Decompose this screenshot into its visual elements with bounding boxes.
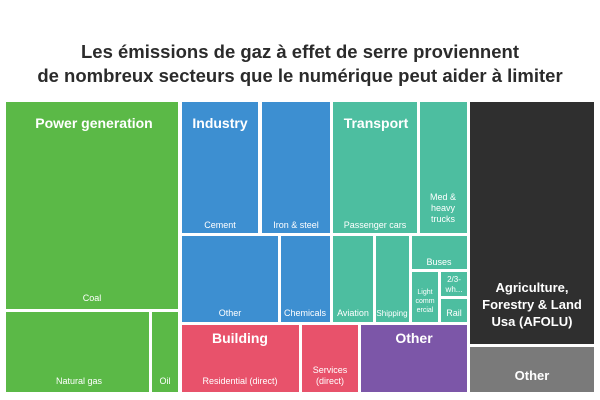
tile-residential-direct xyxy=(182,325,299,392)
tile-natural-gas xyxy=(6,312,149,392)
tile-label-aviation: Aviation xyxy=(337,308,369,318)
group-label-afolu: Agriculture, Forestry & Land Usa (AFOLU) xyxy=(482,280,582,329)
tile-rail xyxy=(441,299,467,322)
tile-label-iron-steel: Iron & steel xyxy=(273,220,319,230)
tile-label-shipping: Shipping xyxy=(376,309,407,318)
tile-label-med-heavy-trucks: Med & heavy trucks xyxy=(430,192,456,224)
tile-other-grey xyxy=(470,347,594,392)
tile-shipping xyxy=(376,236,409,322)
tile-other xyxy=(361,325,467,392)
tile-label-oil: Oil xyxy=(160,376,171,386)
tile-oil xyxy=(152,312,178,392)
group-label-industry: Industry xyxy=(192,115,247,131)
tile-afolu xyxy=(470,102,594,344)
tile-industry-other xyxy=(182,236,278,322)
tile-light-commercial xyxy=(412,272,438,322)
chart-title-line-1: Les émissions de gaz à effet de serre pr… xyxy=(81,41,519,62)
tile-label-cement: Cement xyxy=(204,220,236,230)
tile-cement xyxy=(182,102,258,233)
tile-label-rail: Rail xyxy=(446,308,462,318)
tile-label-natural-gas: Natural gas xyxy=(56,376,103,386)
chart-title: Les émissions de gaz à effet de serre pr… xyxy=(0,40,600,88)
tile-label-industry-other: Other xyxy=(219,308,242,318)
tile-med-heavy-trucks xyxy=(420,102,467,233)
tile-chemicals xyxy=(281,236,330,322)
tile-label-passenger-cars: Passenger cars xyxy=(344,220,407,230)
tile-label-residential-direct: Residential (direct) xyxy=(202,376,277,386)
tile-aviation xyxy=(333,236,373,322)
tile-passenger-cars xyxy=(333,102,417,233)
tile-two-three-wheelers xyxy=(441,272,467,296)
tile-label-chemicals: Chemicals xyxy=(284,308,327,318)
tile-buses xyxy=(412,236,467,269)
tile-label-light-commercial: Light comm ercial xyxy=(415,289,434,314)
tile-services-direct xyxy=(302,325,358,392)
tile-label-services-direct: Services (direct) xyxy=(313,365,348,386)
tile-label-coal: Coal xyxy=(83,293,102,303)
group-label-building: Building xyxy=(212,330,268,346)
chart-title-line-2: de nombreux secteurs que le numérique pe… xyxy=(37,65,563,86)
group-label-other: Other xyxy=(395,330,433,346)
group-label-other-grey: Other xyxy=(515,368,550,383)
tile-iron-steel xyxy=(262,102,330,233)
group-label-transport: Transport xyxy=(344,115,409,131)
tile-label-buses: Buses xyxy=(426,257,452,267)
tile-label-two-three-wheelers: 2/3-wh... xyxy=(445,275,463,294)
group-label-power-generation: Power generation xyxy=(35,115,152,131)
tile-coal xyxy=(6,102,178,309)
